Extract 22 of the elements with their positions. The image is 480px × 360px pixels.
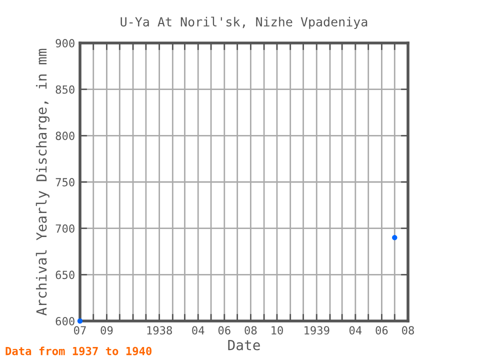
y-tick-label: 900	[56, 39, 74, 48]
text: Data from 1937 to 1940	[6, 346, 152, 356]
x-tick-label: 09	[100, 326, 113, 335]
x-tick-label: 06	[218, 326, 230, 335]
y-tick-label: 750	[56, 178, 74, 186]
x-tick-label: 08	[244, 326, 257, 335]
chart-title: U-Ya At Noril'sk, Nizhe Vpadeniya	[120, 16, 368, 29]
y-tick-label: 800	[56, 132, 74, 140]
x-tick-label: 1938	[147, 326, 172, 335]
y-tick-label: 600	[56, 317, 74, 326]
y-tick-label: 700	[56, 224, 74, 233]
y-tick-label: 650	[56, 270, 74, 280]
y-axis-title: Archival Yearly Discharge, in mm	[36, 48, 50, 316]
x-tick-label: 04	[349, 326, 362, 335]
x-tick-label: 06	[376, 326, 388, 335]
y-tick-label: 850	[56, 85, 74, 94]
x-tick-label: 10	[272, 326, 283, 335]
x-tick-label: 1939	[304, 326, 330, 335]
x-axis-title: Date	[228, 340, 260, 350]
x-tick-label: 07	[74, 326, 86, 335]
x-tick-label: 08	[402, 326, 414, 335]
x-tick-label: 04	[192, 326, 204, 335]
